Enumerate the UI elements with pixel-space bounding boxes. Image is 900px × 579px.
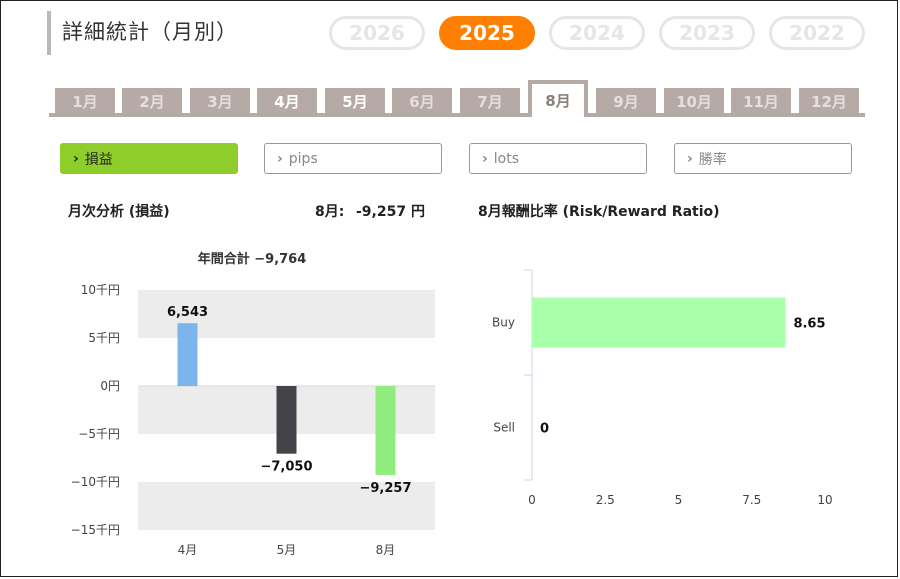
tab-month-12[interactable]: 12月: [799, 88, 859, 115]
year-2026[interactable]: 2026: [329, 16, 425, 50]
x-tick-label: 10: [817, 493, 832, 507]
tab-month-11[interactable]: 11月: [731, 88, 791, 115]
category-label: Buy: [492, 316, 515, 330]
metric-label: pips: [288, 150, 318, 167]
title-accent-bar: [47, 11, 51, 55]
metric-label: lots: [493, 150, 520, 167]
tab-month-3[interactable]: 3月: [190, 88, 250, 115]
category-label: Sell: [493, 421, 515, 435]
chevron-right-icon: ›: [482, 150, 488, 167]
year-2025[interactable]: 2025: [439, 16, 535, 50]
bar-value-label: −9,257: [359, 481, 411, 496]
x-tick-label: 8月: [376, 543, 396, 557]
x-tick-label: 7.5: [742, 493, 761, 507]
tab-month-8[interactable]: 8月: [528, 80, 588, 117]
metric-button-pips[interactable]: › pips: [264, 143, 442, 174]
current-month-label: 8月:: [315, 204, 345, 220]
tab-month-2[interactable]: 2月: [122, 88, 182, 115]
x-tick-label: 2.5: [596, 493, 615, 507]
tab-month-9[interactable]: 9月: [596, 88, 656, 115]
bar-value-label: 6,543: [167, 305, 208, 320]
y-tick-label: −10千円: [71, 475, 120, 489]
bar-4月: [177, 323, 198, 386]
annual-total-label: 年間合計 −9,764: [198, 251, 307, 267]
tab-month-1[interactable]: 1月: [55, 88, 115, 115]
metric-button-win-rate[interactable]: › 勝率: [674, 143, 852, 174]
x-tick-label: 5月: [277, 543, 297, 557]
y-tick-label: 10千円: [81, 283, 120, 297]
tab-month-7[interactable]: 7月: [460, 88, 520, 115]
y-tick-label: −5千円: [78, 427, 120, 441]
y-tick-label: 0円: [100, 379, 120, 393]
tab-month-4[interactable]: 4月: [257, 88, 317, 115]
risk-reward-chart: Buy 8.65 Sell 0 0 2.5 5 7.5 10: [492, 269, 833, 507]
bar-5月: [276, 386, 297, 454]
metric-button-lots[interactable]: › lots: [469, 143, 647, 174]
year-2023[interactable]: 2023: [659, 16, 755, 50]
bar-buy: [532, 297, 786, 348]
grid-band: [138, 482, 435, 530]
tab-month-6[interactable]: 6月: [392, 88, 452, 115]
year-2022[interactable]: 2022: [769, 16, 865, 50]
page-title: 詳細統計（月別）: [62, 20, 238, 44]
risk-reward-heading: 8月報酬比率 (Risk/Reward Ratio): [478, 204, 720, 220]
monthly-analysis-heading: 月次分析 (損益): [68, 204, 170, 220]
current-month-value: -9,257 円: [356, 204, 425, 220]
chevron-right-icon: ›: [277, 150, 283, 167]
y-tick-label: 5千円: [88, 331, 120, 345]
tab-month-5[interactable]: 5月: [325, 88, 385, 115]
metric-label: 損益: [84, 151, 113, 168]
x-tick-label: 0: [528, 493, 536, 507]
bar-value-label: 8.65: [793, 317, 825, 332]
metric-label: 勝率: [698, 151, 727, 168]
chevron-right-icon: ›: [687, 150, 693, 167]
y-tick-label: −15千円: [71, 523, 120, 537]
x-tick-label: 5: [675, 493, 683, 507]
bar-value-label: −7,050: [260, 460, 312, 475]
monthly-pl-chart: 年間合計 −9,764 10千円 5千円 0円 −5千円 −10千円 −15千円 6,543 4…: [71, 251, 435, 557]
tab-month-10[interactable]: 10月: [664, 88, 724, 115]
bar-value-label: 0: [540, 422, 549, 437]
metric-button-pnl[interactable]: › 損益: [60, 143, 238, 174]
bar-8月: [375, 386, 396, 475]
year-2024[interactable]: 2024: [549, 16, 645, 50]
chevron-right-icon: ›: [73, 150, 79, 167]
x-tick-label: 4月: [178, 543, 198, 557]
month-tabs-baseline: [49, 113, 865, 117]
